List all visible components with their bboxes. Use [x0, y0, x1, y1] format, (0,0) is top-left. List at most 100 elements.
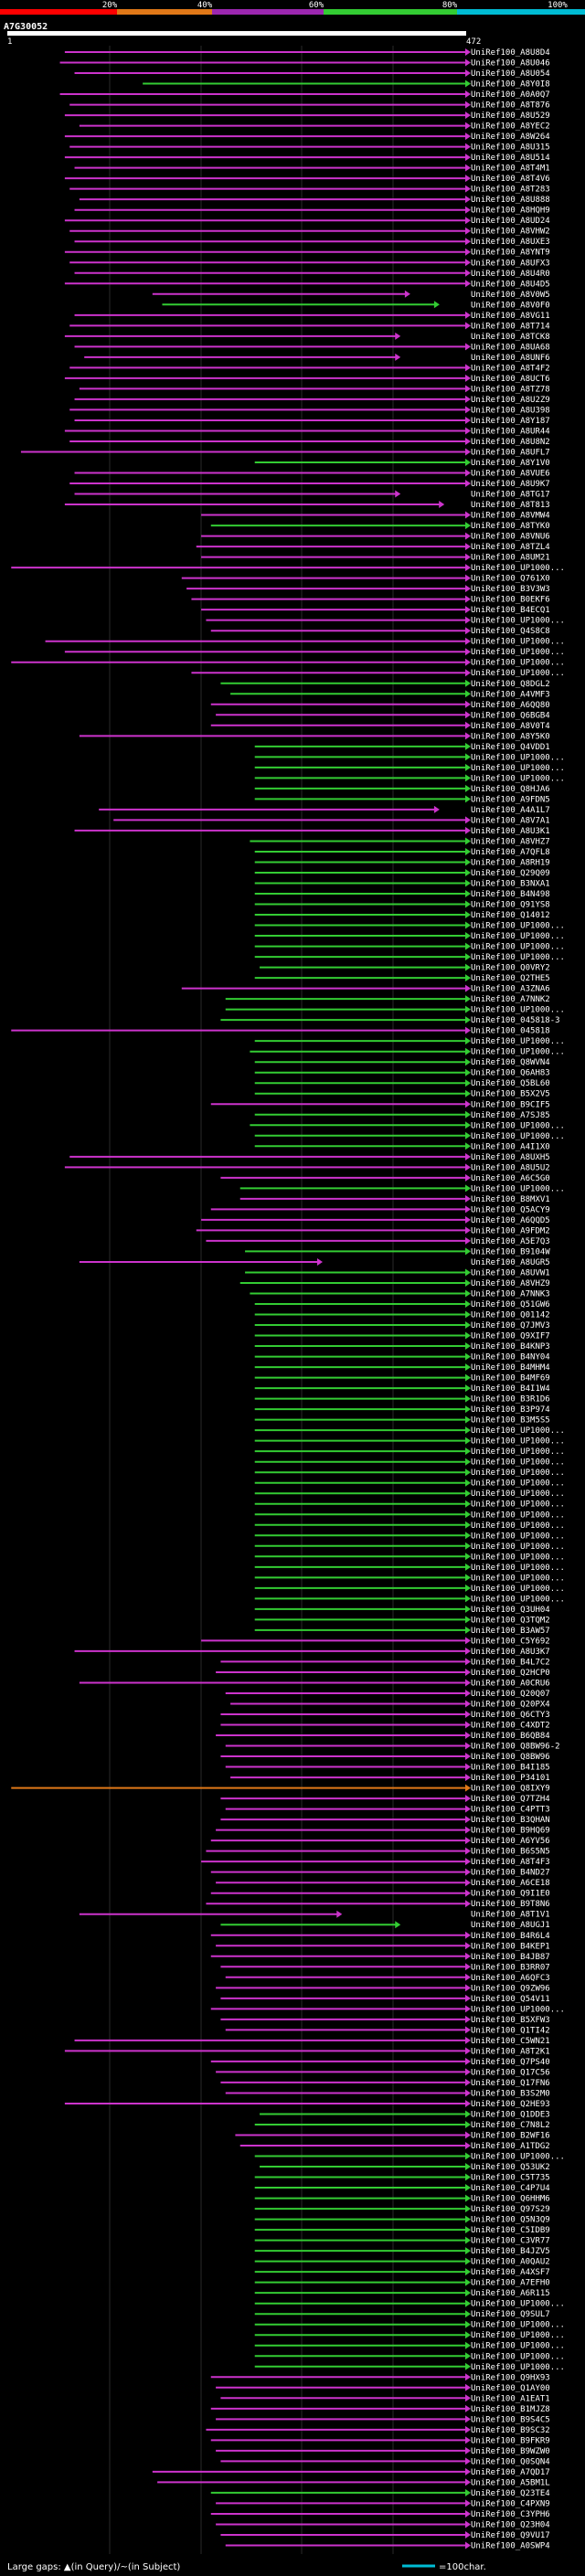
hit-arrow: [465, 2362, 471, 2370]
hit-label: UniRef100_A8U514: [471, 154, 550, 163]
hit-label: UniRef100_B4L7C2: [471, 1658, 550, 1667]
hit-arrow: [465, 585, 471, 593]
hit-label: UniRef100_B3S2M0: [471, 2089, 550, 2098]
hit-arrow: [465, 1753, 471, 1761]
hit-arrow: [465, 1931, 471, 1939]
hit-arrow: [465, 900, 471, 908]
hit-arrow: [465, 480, 471, 488]
hit-arrow: [465, 1058, 471, 1066]
hit-label: UniRef100_UP1000...: [471, 2342, 565, 2351]
hit-label: UniRef100_A8UM21: [471, 554, 550, 563]
hit-arrow: [465, 1500, 471, 1508]
hit-label: UniRef100_Q1DDE3: [471, 2110, 550, 2119]
hit-label: UniRef100_A8U398: [471, 406, 550, 415]
hit-arrow: [465, 1405, 471, 1414]
hit-label: UniRef100_Q2HCP0: [471, 1669, 550, 1678]
hit-arrow: [465, 1816, 471, 1824]
hit-label: UniRef100_A8RH19: [471, 858, 550, 867]
hit-arrow: [465, 111, 471, 120]
hit-arrow: [465, 1342, 471, 1351]
hit-label: UniRef100_A8U4D5: [471, 280, 550, 289]
hit-arrow: [465, 1068, 471, 1076]
hit-arrow: [465, 2520, 471, 2528]
hit-label: UniRef100_Q6AH83: [471, 1069, 550, 1078]
hit-arrow: [465, 2068, 471, 2076]
hit-label: UniRef100_A7SJ85: [471, 1111, 550, 1120]
hit-label: UniRef100_045818: [471, 1027, 550, 1036]
hit-label: UniRef100_Q6BGB4: [471, 711, 550, 720]
hit-label: UniRef100_Q5BL60: [471, 1079, 550, 1088]
hit-arrow: [465, 2310, 471, 2318]
hit-label: UniRef100_Q6HHM6: [471, 2195, 550, 2204]
hit-label: UniRef100_Q2HE93: [471, 2100, 550, 2109]
hit-arrow: [465, 2394, 471, 2402]
hit-arrow: [465, 2541, 471, 2549]
hit-arrow: [465, 1236, 471, 1245]
hit-arrow: [465, 1215, 471, 1224]
hit-label: UniRef100_UP1000...: [471, 1132, 565, 1141]
hit-arrow: [465, 2320, 471, 2328]
hit-arrow: [465, 1689, 471, 1697]
hit-label: UniRef100_A8UXE3: [471, 238, 550, 247]
hit-label: UniRef100_UP1000...: [471, 1121, 565, 1130]
hit-label: UniRef100_Q1TI42: [471, 2026, 550, 2035]
hit-label: UniRef100_C5Y692: [471, 1637, 550, 1646]
hit-label: UniRef100_UP1000...: [471, 922, 565, 931]
hit-label: UniRef100_B3AW57: [471, 1627, 550, 1636]
hit-arrow: [465, 1352, 471, 1361]
hit-label: UniRef100_Q91YS8: [471, 901, 550, 910]
hit-arrow: [465, 1489, 471, 1498]
hit-arrow: [465, 90, 471, 99]
hit-label: UniRef100_Q2THE5: [471, 974, 550, 983]
hit-arrow: [465, 1247, 471, 1256]
hit-label: UniRef100_A8VHZ7: [471, 837, 550, 846]
hit-arrow: [465, 595, 471, 603]
hit-arrow: [465, 2005, 471, 2013]
hit-arrow: [465, 774, 471, 782]
hit-arrow: [465, 1079, 471, 1087]
hit-label: UniRef100_A8VHZ9: [471, 1279, 550, 1288]
hit-arrow: [465, 1436, 471, 1445]
hit-label: UniRef100_A8T876: [471, 101, 550, 111]
hit-label: UniRef100_UP1000...: [471, 1479, 565, 1489]
hit-label: UniRef100_Q97S29: [471, 2205, 550, 2214]
hit-arrow: [465, 1542, 471, 1550]
hit-label: UniRef100_UP1000...: [471, 2352, 565, 2361]
hit-label: UniRef100_A8U054: [471, 69, 550, 79]
hit-arrow: [465, 2509, 471, 2518]
hit-arrow: [465, 1194, 471, 1203]
hit-label: UniRef100_Q6CTY3: [471, 1711, 550, 1720]
hit-arrow: [465, 311, 471, 319]
hit-label: UniRef100_Q29Q09: [471, 869, 550, 878]
hit-label: UniRef100_B4JZV5: [471, 2247, 550, 2256]
hit-arrow: [465, 395, 471, 403]
hit-label: UniRef100_B3V3W3: [471, 585, 550, 594]
hit-arrow: [465, 932, 471, 940]
hit-arrow: [465, 2015, 471, 2023]
hit-arrow: [465, 1647, 471, 1655]
hit-arrow: [465, 679, 471, 687]
hit-arrow: [465, 227, 471, 235]
hit-arrow: [465, 868, 471, 876]
hit-arrow: [465, 259, 471, 267]
hit-label: UniRef100_A8T4F3: [471, 1858, 550, 1867]
hit-label: UniRef100_A6C5G0: [471, 1174, 550, 1183]
hit-arrow: [465, 1879, 471, 1887]
hit-arrow: [465, 2078, 471, 2086]
hit-label: UniRef100_B4I1W4: [471, 1384, 550, 1394]
hit-arrow: [465, 1679, 471, 1687]
hit-label: UniRef100_A6QQ80: [471, 701, 550, 710]
hit-label: UniRef100_C3YPH6: [471, 2510, 550, 2519]
hit-label: UniRef100_045818-3: [471, 1016, 560, 1025]
key-segment: [117, 9, 212, 15]
hit-arrow: [465, 1300, 471, 1308]
hit-label: UniRef100_Q20Q07: [471, 1690, 550, 1699]
hit-label: UniRef100_A8U8D4: [471, 48, 550, 58]
hit-label: UniRef100_Q01142: [471, 1311, 550, 1320]
hit-label: UniRef100_B8MXV1: [471, 1195, 550, 1204]
hit-label: UniRef100_B4NY04: [471, 1353, 550, 1362]
hit-label: UniRef100_C7N8L2: [471, 2121, 550, 2130]
hit-arrow: [465, 1774, 471, 1782]
hit-label: UniRef100_UP1000...: [471, 953, 565, 962]
hit-arrow: [433, 805, 440, 813]
